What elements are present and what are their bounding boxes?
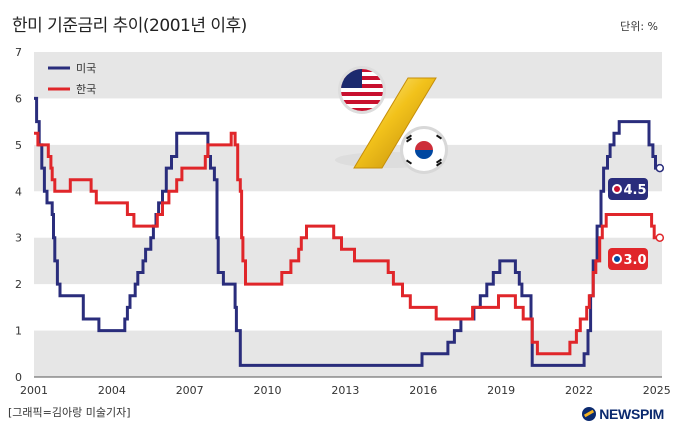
percent-emblem-icon — [335, 66, 448, 174]
y-tick-label: 1 — [15, 325, 22, 338]
x-tick-label: 2004 — [98, 384, 126, 397]
kr-end-value: 3.0 — [623, 253, 646, 268]
us-rate-line — [34, 96, 657, 367]
kr-rate-line — [34, 131, 657, 356]
x-tick-label: 2016 — [409, 384, 437, 397]
x-tick-label: 2001 — [20, 384, 48, 397]
y-tick-label: 0 — [15, 371, 22, 384]
grid-band — [34, 237, 662, 285]
us-end-badge — [608, 178, 648, 200]
newspim-logo: NEWSPIM — [582, 406, 664, 422]
unit-label: 단위: % — [620, 20, 658, 33]
end-labels: 4.5 3.0 — [608, 163, 665, 270]
kr-end-marker — [655, 233, 665, 242]
x-tick-label: 2022 — [565, 384, 593, 397]
badge-flag-dot — [614, 186, 620, 192]
kr-end-badge — [608, 248, 648, 270]
badge-flag-dot — [614, 256, 620, 262]
legend: 미국 한국 — [48, 62, 96, 96]
newspim-mark-icon — [582, 407, 597, 421]
kr-flag-icon — [400, 126, 448, 174]
newspim-logo-text: NEWSPIM — [599, 406, 664, 422]
us-end-marker — [655, 163, 665, 173]
y-tick-label: 4 — [15, 185, 22, 198]
us-end-value: 4.5 — [623, 183, 646, 198]
legend-kr-label: 한국 — [76, 83, 96, 96]
y-tick-label: 7 — [15, 46, 22, 59]
x-tick-label: 2025 — [643, 384, 671, 397]
y-tick-label: 5 — [15, 139, 22, 152]
series-lines — [34, 96, 657, 367]
x-tick-label: 2010 — [254, 384, 282, 397]
y-axis: 0 1 2 3 4 5 6 7 — [15, 46, 22, 384]
x-axis: 2001 2004 2007 2010 2013 2016 2019 2022 2025 — [20, 384, 671, 397]
legend-us-label: 미국 — [76, 62, 96, 75]
x-tick-label: 2019 — [487, 384, 515, 397]
page-title: 한미 기준금리 추이(2001년 이후) — [12, 16, 247, 36]
us-flag-icon — [338, 66, 386, 114]
grid-band — [34, 144, 662, 192]
graphic-credit: [그래픽=김아랑 미술기자] — [8, 406, 131, 419]
x-tick-label: 2013 — [331, 384, 359, 397]
y-tick-label: 2 — [15, 278, 22, 291]
y-tick-label: 6 — [15, 92, 22, 105]
x-tick-label: 2007 — [176, 384, 204, 397]
y-tick-label: 3 — [15, 232, 22, 245]
